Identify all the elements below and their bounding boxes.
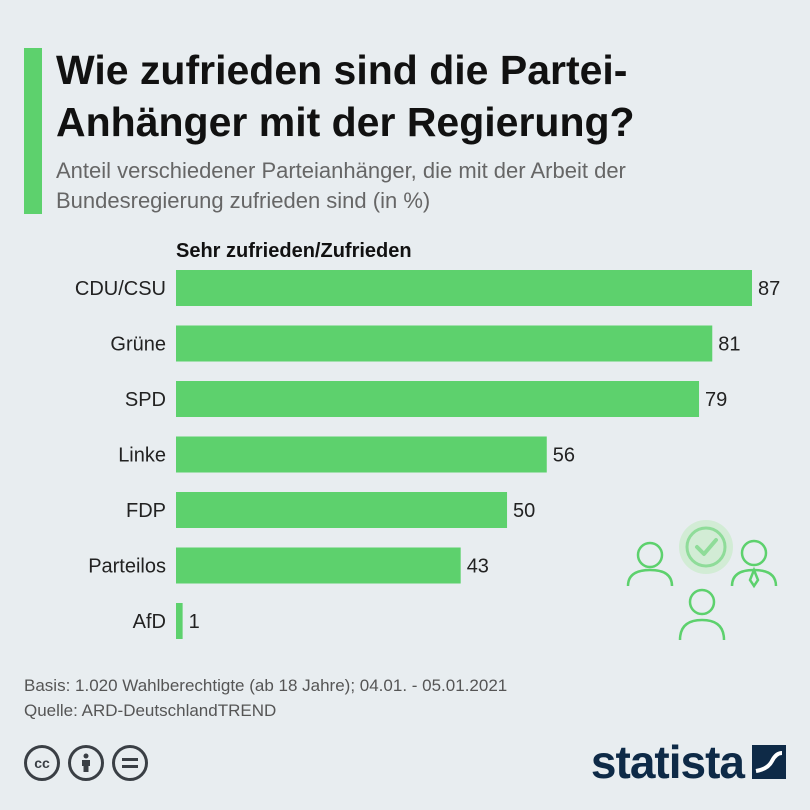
chart-subtitle: Anteil verschiedener Parteianhänger, die… [56, 158, 626, 213]
attribution-icon[interactable] [68, 745, 104, 781]
license-icons: cc [24, 745, 148, 781]
brand-name: statista [590, 736, 745, 788]
value-label: 56 [553, 445, 575, 467]
category-label: AfD [133, 611, 166, 633]
chart-title: Wie zufrieden sind die Partei-Anhänger m… [56, 47, 635, 145]
value-label: 50 [513, 500, 535, 522]
cc-icon[interactable]: cc [24, 745, 60, 781]
no-derivatives-icon[interactable] [112, 745, 148, 781]
category-label: CDU/CSU [75, 278, 166, 300]
value-label: 87 [758, 278, 780, 300]
person-with-tie-icon [730, 539, 778, 589]
bar [176, 547, 461, 584]
basis-note: Basis: 1.020 Wahlberechtigte (ab 18 Jahr… [24, 676, 508, 695]
person-icon [626, 541, 674, 587]
category-label: Linke [118, 445, 166, 467]
footnote: Basis: 1.020 Wahlberechtigte (ab 18 Jahr… [24, 673, 507, 723]
bar [176, 492, 508, 528]
bar [176, 381, 700, 417]
woman-icon [678, 588, 726, 641]
value-label: 43 [467, 556, 489, 578]
value-label: 81 [718, 334, 740, 356]
category-label: FDP [126, 500, 166, 522]
value-label: 1 [189, 611, 200, 633]
accent-bar [24, 48, 42, 214]
bar [176, 325, 713, 362]
bar [176, 270, 752, 306]
satisfied-people-illustration [622, 520, 782, 650]
value-label: 79 [705, 389, 727, 411]
statista-logo-icon [752, 745, 786, 779]
bar-chart: Sehr zufrieden/Zufrieden CDU/CSU 87 Grüne 8… [75, 240, 780, 639]
bar [176, 603, 183, 639]
category-label: SPD [125, 389, 166, 411]
category-label: Parteilos [88, 556, 166, 578]
series-label: Sehr zufrieden/Zufrieden [176, 240, 412, 262]
category-label: Grüne [110, 334, 166, 356]
statista-logo[interactable]: statista [591, 735, 786, 789]
source-note: Quelle: ARD-DeutschlandTREND [24, 701, 277, 720]
gear-check-icon [679, 520, 733, 574]
bars-group: CDU/CSU 87 Grüne 81 SPD 79 Linke 56 FDP 50 Parteil… [75, 270, 780, 639]
bar [176, 436, 547, 473]
